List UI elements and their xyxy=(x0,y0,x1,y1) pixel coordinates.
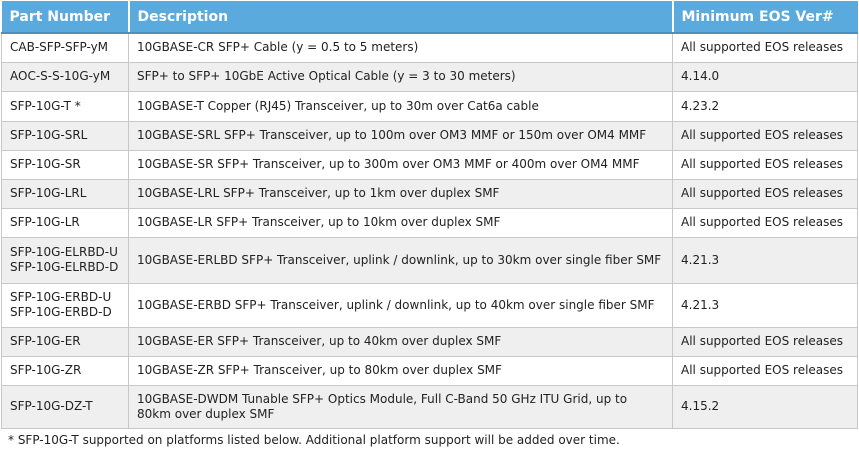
table-row: SFP-10G-LR 10GBASE-LR SFP+ Transceiver, u… xyxy=(1,208,858,238)
part-number-cell: SFP-10G-DZ-T xyxy=(1,385,129,429)
table-row: SFP-10G-LRL 10GBASE-LRL SFP+ Transceiver,… xyxy=(1,179,858,209)
header-row: Part Number Description Minimum EOS Ver# xyxy=(1,1,858,34)
min-eos-cell: All supported EOS releases xyxy=(672,150,858,180)
part-number-cell: SFP-10G-ZR xyxy=(1,356,129,386)
min-eos-cell: All supported EOS releases xyxy=(672,121,858,151)
description-cell: 10GBASE-ERLBD SFP+ Transceiver, uplink /… xyxy=(128,237,673,284)
part-number-cell: AOC-S-S-10G-yM xyxy=(1,62,129,92)
table-row: SFP-10G-DZ-T 10GBASE-DWDM Tunable SFP+ Op… xyxy=(1,385,858,429)
table-row: SFP-10G-T * 10GBASE-T Copper (RJ45) Trans… xyxy=(1,91,858,122)
min-eos-cell: 4.15.2 xyxy=(672,385,858,429)
part-number-cell: SFP-10G-LRL xyxy=(1,179,129,209)
header-part-number: Part Number xyxy=(1,1,130,34)
part-number-cell: SFP-10G-ER xyxy=(1,327,129,357)
min-eos-cell: All supported EOS releases xyxy=(672,356,858,386)
min-eos-cell: 4.23.2 xyxy=(672,91,858,122)
table-row: SFP-10G-ER 10GBASE-ER SFP+ Transceiver, u… xyxy=(1,327,858,357)
description-cell: 10GBASE-T Copper (RJ45) Transceiver, up … xyxy=(128,91,673,122)
part-number-cell: SFP-10G-LR xyxy=(1,208,129,238)
description-cell: 10GBASE-SRL SFP+ Transceiver, up to 100m… xyxy=(128,121,673,151)
part-number-cell: SFP-10G-ELRBD-U SFP-10G-ELRBD-D xyxy=(1,237,129,284)
part-number-cell: SFP-10G-SRL xyxy=(1,121,129,151)
min-eos-cell: All supported EOS releases xyxy=(672,208,858,238)
description-cell: 10GBASE-ERBD SFP+ Transceiver, uplink / … xyxy=(128,283,673,328)
part-number-cell: SFP-10G-ERBD-U SFP-10G-ERBD-D xyxy=(1,283,129,328)
footnote: * SFP-10G-T supported on platforms liste… xyxy=(8,433,620,447)
min-eos-cell: All supported EOS releases xyxy=(672,327,858,357)
part-number-cell: CAB-SFP-SFP-yM xyxy=(1,33,129,63)
part-number-cell: SFP-10G-SR xyxy=(1,150,129,180)
description-cell: 10GBASE-ZR SFP+ Transceiver, up to 80km … xyxy=(128,356,673,386)
table-row: SFP-10G-ZR 10GBASE-ZR SFP+ Transceiver, u… xyxy=(1,356,858,386)
description-cell: 10GBASE-LR SFP+ Transceiver, up to 10km … xyxy=(128,208,673,238)
part-number-cell: SFP-10G-T * xyxy=(1,91,129,122)
table-row: SFP-10G-SRL 10GBASE-SRL SFP+ Transceiver,… xyxy=(1,121,858,151)
min-eos-cell: All supported EOS releases xyxy=(672,33,858,63)
table-row: SFP-10G-ERBD-U SFP-10G-ERBD-D 10GBASE-ERB… xyxy=(1,283,858,328)
description-cell: 10GBASE-SR SFP+ Transceiver, up to 300m … xyxy=(128,150,673,180)
min-eos-cell: 4.21.3 xyxy=(672,237,858,284)
description-cell: 10GBASE-ER SFP+ Transceiver, up to 40km … xyxy=(128,327,673,357)
table-row: SFP-10G-ELRBD-U SFP-10G-ELRBD-D 10GBASE-E… xyxy=(1,237,858,284)
header-min-eos: Minimum EOS Ver# xyxy=(672,1,858,34)
description-cell: SFP+ to SFP+ 10GbE Active Optical Cable … xyxy=(128,62,673,92)
min-eos-cell: 4.14.0 xyxy=(672,62,858,92)
table-row: CAB-SFP-SFP-yM 10GBASE-CR SFP+ Cable (y =… xyxy=(1,33,858,63)
description-cell: 10GBASE-CR SFP+ Cable (y = 0.5 to 5 mete… xyxy=(128,33,673,63)
min-eos-cell: 4.21.3 xyxy=(672,283,858,328)
table-row: AOC-S-S-10G-yM SFP+ to SFP+ 10GbE Active … xyxy=(1,62,858,92)
transceiver-table: Part Number Description Minimum EOS Ver#… xyxy=(1,1,858,429)
description-cell: 10GBASE-LRL SFP+ Transceiver, up to 1km … xyxy=(128,179,673,209)
description-cell: 10GBASE-DWDM Tunable SFP+ Optics Module,… xyxy=(128,385,673,429)
header-description: Description xyxy=(128,1,674,34)
table-row: SFP-10G-SR 10GBASE-SR SFP+ Transceiver, u… xyxy=(1,150,858,180)
min-eos-cell: All supported EOS releases xyxy=(672,179,858,209)
